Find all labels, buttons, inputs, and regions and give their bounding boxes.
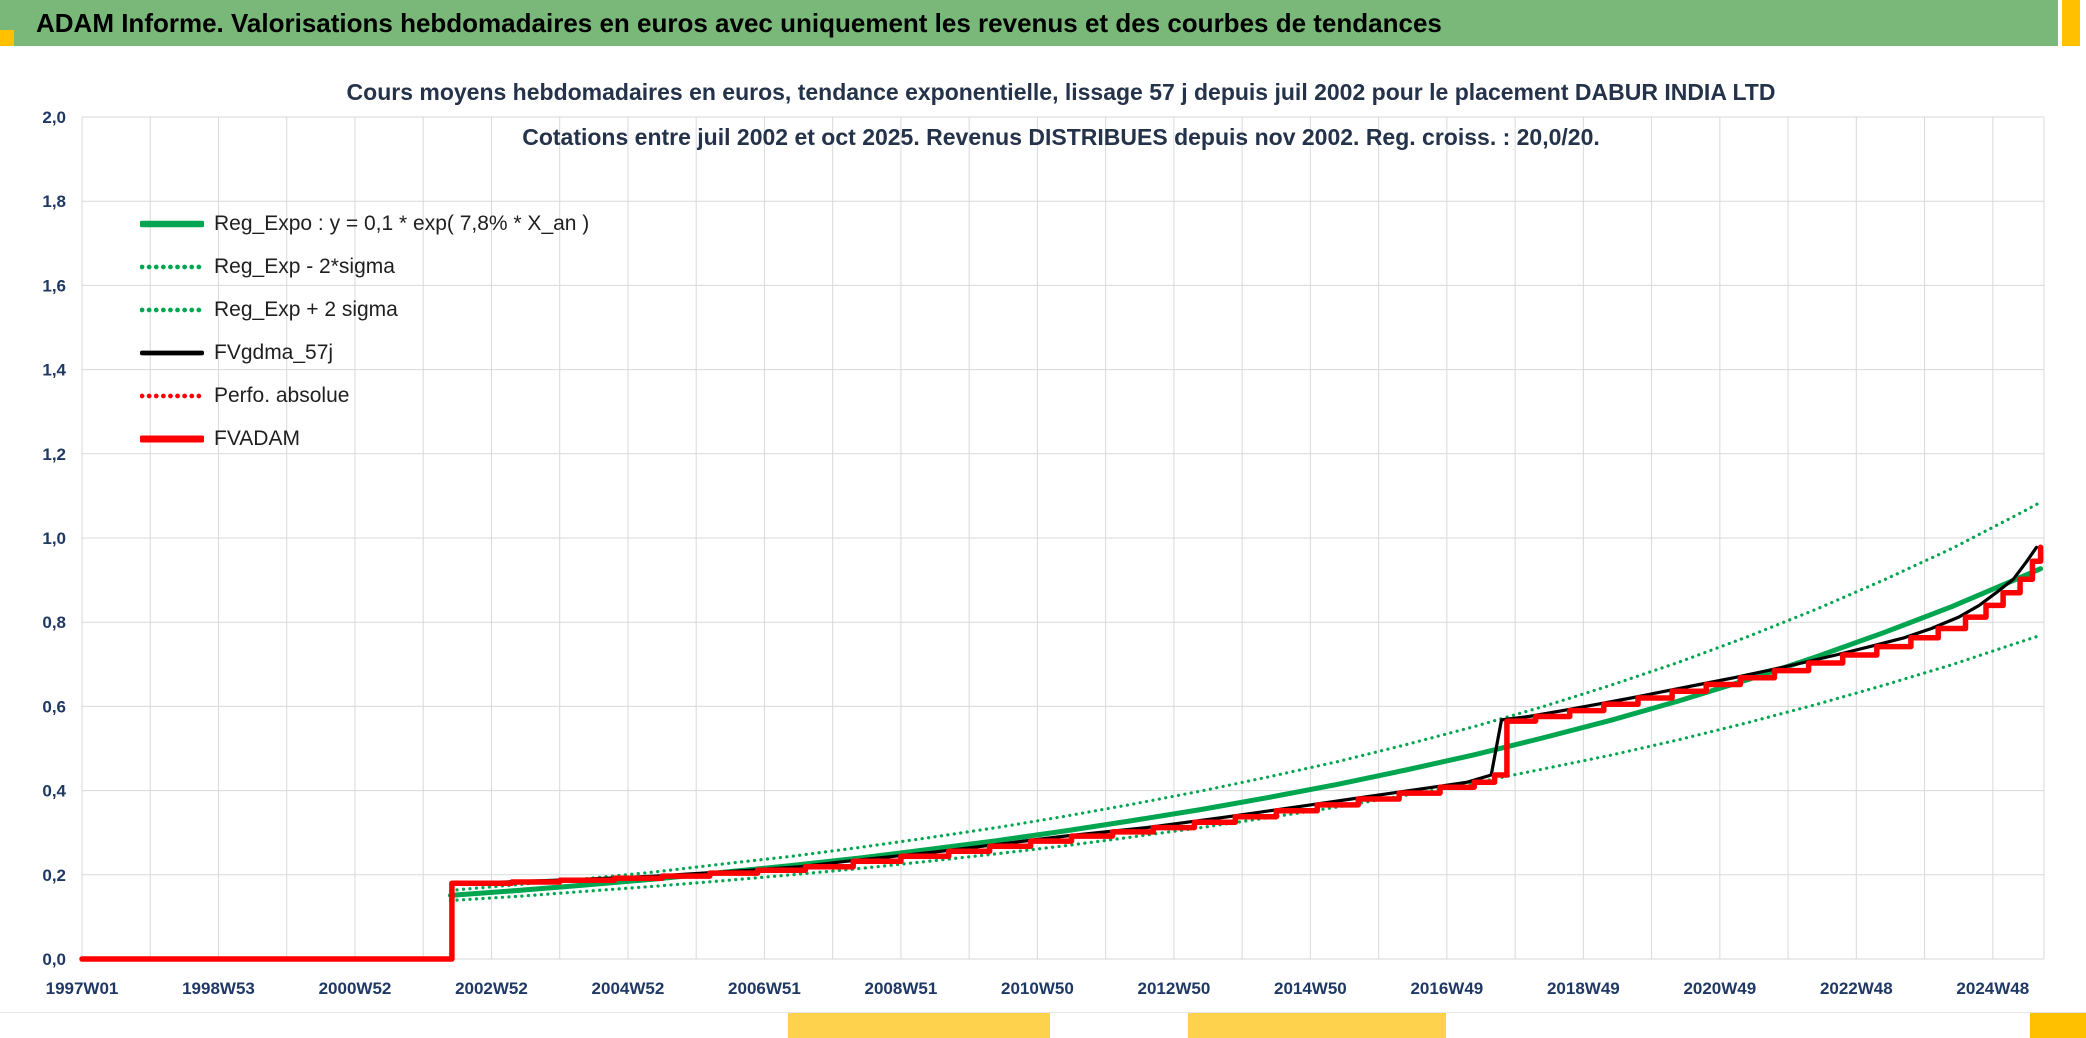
svg-text:1,2: 1,2 (42, 445, 66, 464)
legend-item-label: Perfo. absolue (214, 383, 350, 407)
legend-item-label: Reg_Exp - 2*sigma (214, 254, 395, 278)
legend-line-sample (140, 435, 204, 442)
svg-text:2004W52: 2004W52 (592, 979, 665, 998)
report-title: ADAM Informe. Valorisations hebdomadaire… (36, 7, 1442, 38)
svg-text:0,8: 0,8 (42, 613, 66, 632)
yellow-cell-bottom-2 (1188, 1013, 1446, 1038)
svg-text:2020W49: 2020W49 (1683, 979, 1756, 998)
svg-text:2014W50: 2014W50 (1274, 979, 1347, 998)
series-line-reg-exp-2-sigma (448, 633, 2043, 903)
svg-text:1997W01: 1997W01 (46, 979, 119, 998)
legend-item: FVADAM (140, 417, 589, 460)
svg-text:2006W51: 2006W51 (728, 979, 801, 998)
gridlines (81, 116, 2045, 960)
legend-line-sample (140, 264, 204, 269)
svg-text:2010W50: 2010W50 (1001, 979, 1074, 998)
chart-title-line1: Cours moyens hebdomadaires en euros, ten… (346, 79, 1776, 105)
series-line-fvadam (79, 544, 2044, 962)
legend-item-label: Reg_Exp + 2 sigma (214, 297, 398, 321)
series-line-fvgdma-57j (450, 545, 2039, 885)
svg-text:1,6: 1,6 (42, 276, 66, 295)
legend-item: FVgdma_57j (140, 331, 589, 374)
yellow-cell-top-right (2062, 0, 2080, 46)
y-axis-labels: 0,0 0,2 0,4 0,6 0,8 1,0 1,2 1,4 1,6 1,8 2,0 (42, 108, 66, 969)
svg-text:2,0: 2,0 (42, 108, 66, 127)
svg-text:1,8: 1,8 (42, 192, 66, 211)
svg-text:1998W53: 1998W53 (182, 979, 255, 998)
svg-text:0,2: 0,2 (42, 866, 66, 885)
legend-line-sample (140, 220, 204, 227)
chart-area: 1997W01 1998W53 2000W52 2002W52 2004W52 2006W… (0, 46, 2086, 1012)
legend-item: Reg_Exp + 2 sigma (140, 288, 589, 331)
svg-text:2024W48: 2024W48 (1956, 979, 2029, 998)
legend-item: Perfo. absolue (140, 374, 589, 417)
svg-text:2008W51: 2008W51 (865, 979, 938, 998)
legend-line-sample (140, 307, 204, 312)
yellow-cell-bottom-1 (788, 1013, 1050, 1038)
legend-item-label: Reg_Expo : y = 0,1 * exp( 7,8% * X_an ) (214, 211, 590, 235)
svg-text:2016W49: 2016W49 (1410, 979, 1483, 998)
x-axis-labels: 1997W01 1998W53 2000W52 2002W52 2004W52 2006W… (46, 979, 2030, 998)
legend-item: Reg_Expo : y = 0,1 * exp( 7,8% * X_an ) (140, 202, 589, 245)
legend-item-label: FVADAM (214, 426, 300, 450)
series-line-reg-exp-2-sigma (448, 500, 2043, 892)
yellow-cell-top-left (0, 30, 14, 46)
series-line-perfo-absolue (80, 545, 2043, 961)
yellow-cell-bottom-right (2030, 1013, 2086, 1038)
svg-text:0,6: 0,6 (42, 697, 66, 716)
legend-item: Reg_Exp - 2*sigma (140, 245, 589, 288)
svg-text:1,0: 1,0 (42, 529, 66, 548)
chart-title: Cours moyens hebdomadaires en euros, ten… (80, 70, 2042, 160)
svg-text:2002W52: 2002W52 (455, 979, 528, 998)
legend-line-sample (140, 350, 204, 355)
legend: Reg_Expo : y = 0,1 * exp( 7,8% * X_an ) R… (140, 202, 589, 460)
legend-line-sample (140, 393, 204, 398)
svg-text:0,4: 0,4 (42, 782, 66, 801)
legend-item-label: FVgdma_57j (214, 340, 334, 364)
svg-text:0,0: 0,0 (42, 950, 66, 969)
svg-text:1,4: 1,4 (42, 361, 66, 380)
svg-text:2022W48: 2022W48 (1820, 979, 1893, 998)
series-line-reg-expo-y-0-1-exp-7-8-x-an (448, 566, 2044, 898)
header-bar: ADAM Informe. Valorisations hebdomadaire… (0, 0, 2058, 46)
plot: 1997W01 1998W53 2000W52 2002W52 2004W52 2006W… (42, 108, 2045, 998)
svg-text:2018W49: 2018W49 (1547, 979, 1620, 998)
bottom-strip (0, 1012, 2086, 1038)
svg-text:2012W50: 2012W50 (1138, 979, 1211, 998)
chart-title-line2: Cotations entre juil 2002 et oct 2025. R… (522, 124, 1600, 150)
svg-text:2000W52: 2000W52 (319, 979, 392, 998)
